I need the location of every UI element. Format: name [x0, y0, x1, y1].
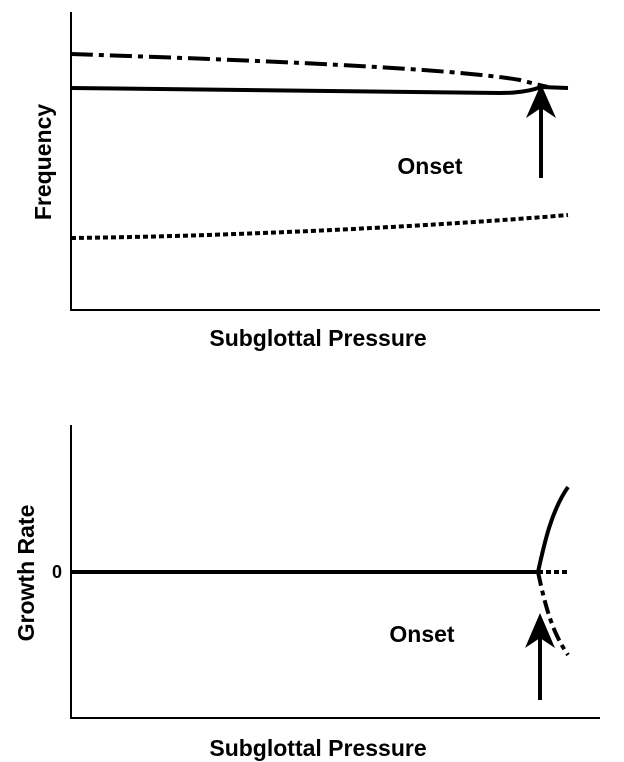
solid-curve [536, 485, 570, 573]
y-label: Frequency [30, 104, 56, 221]
y-label: Growth Rate [13, 505, 39, 642]
dash-dot-curve [70, 52, 549, 89]
axes [70, 425, 600, 719]
dotted-curve [70, 213, 569, 240]
solid-curve [70, 84, 569, 96]
arrow-head [525, 613, 555, 648]
top-panel: Onset Frequency Subglottal Pressure [30, 12, 600, 351]
x-label: Subglottal Pressure [209, 325, 426, 351]
arrow-head [526, 84, 556, 118]
y-tick-label: 0 [52, 562, 62, 582]
dash-dot-curve [536, 571, 570, 657]
x-label: Subglottal Pressure [209, 735, 426, 761]
axes [70, 12, 600, 311]
annotation: Onset [397, 153, 463, 179]
bottom-panel: 0 Onset Growth Rate Subglottal Pressure [13, 425, 600, 761]
annotation: Onset [389, 621, 455, 647]
